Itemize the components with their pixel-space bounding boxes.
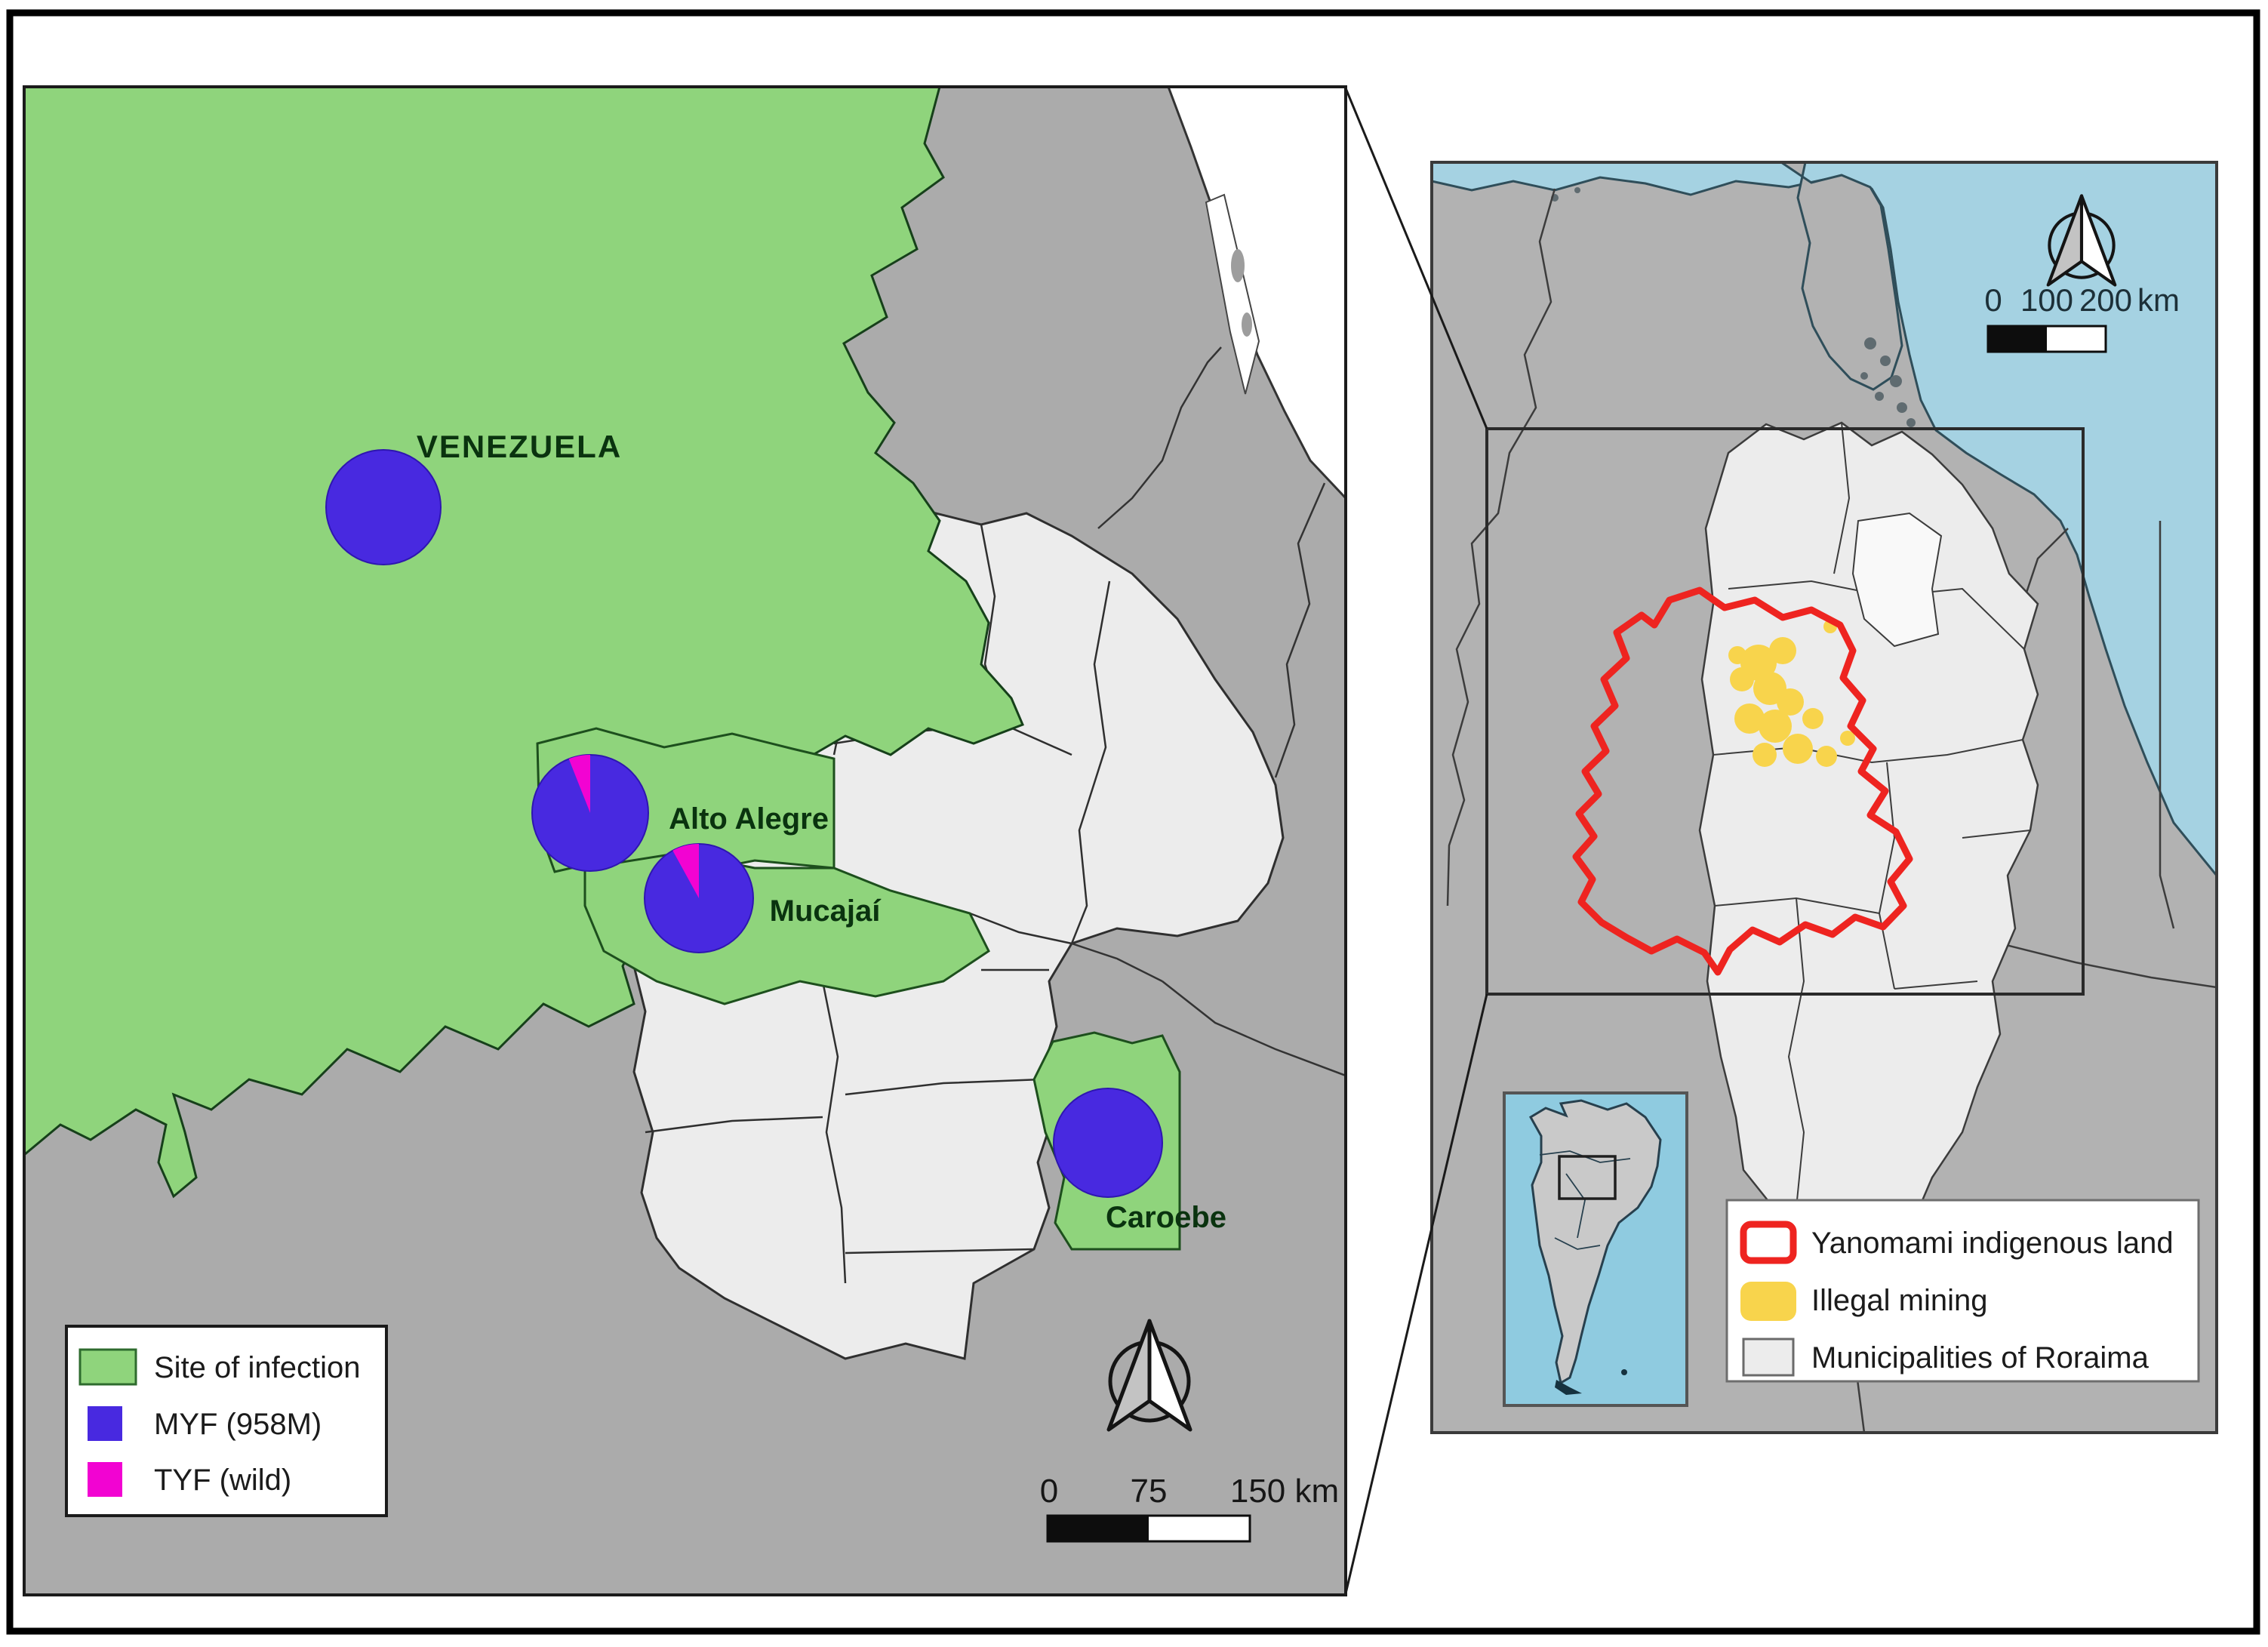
scale-bar-white-segment — [2047, 326, 2106, 352]
illegal-mining-cluster — [1728, 620, 1855, 767]
scale-tick: 100 — [2020, 282, 2073, 318]
yanomami-outline — [1572, 586, 1913, 976]
ocean-area — [1167, 87, 1346, 500]
country-borders — [1071, 346, 1346, 1077]
illegal-mining-swatch — [1740, 1282, 1796, 1321]
scale-bar-outline — [1986, 325, 2107, 353]
inset-island — [1621, 1369, 1627, 1375]
pie-tyf-slice — [672, 844, 699, 898]
illegal-mining-label: Illegal mining — [1811, 1284, 1987, 1317]
left-legend: Site of infection MYF (958M) TYF (wild) — [65, 1325, 388, 1517]
label-mucajai: Mucajaí — [770, 894, 882, 928]
delta-peninsula — [1779, 162, 1903, 391]
pie-chart-alto-alegre — [531, 754, 649, 872]
scale-bar-white-segment — [1149, 1516, 1250, 1541]
myf-label: MYF (958M) — [154, 1408, 322, 1441]
pie-chart-mucajai — [644, 843, 754, 953]
label-alto-alegre: Alto Alegre — [669, 802, 829, 836]
yanomami-label: Yanomami indigenous land — [1811, 1227, 2174, 1260]
yanomami-swatch — [1740, 1221, 1797, 1264]
right-map-panel: 0 100 200 km Yanomami indigenous — [1432, 162, 2217, 1433]
scale-tick: 0 — [1984, 282, 2002, 318]
river-estuary — [1205, 193, 1260, 395]
pie-myf-slice — [1053, 1088, 1163, 1198]
island — [1242, 312, 1252, 337]
south-america-inset — [1503, 1091, 1688, 1407]
tierra-del-fuego — [1555, 1380, 1582, 1395]
scale-tick: 200 — [2079, 282, 2132, 318]
scale-bar-black-segment — [1988, 326, 2047, 352]
left-scale-bar: 0 75 150 km — [1040, 1473, 1339, 1543]
right-legend: Yanomami indigenous land Illegal mining … — [1725, 1199, 2200, 1383]
scale-bar-outline — [1046, 1514, 1251, 1543]
tyf-label: TYF (wild) — [154, 1464, 291, 1497]
pie-chart-venezuela — [325, 449, 442, 565]
pie-tyf-slice — [568, 755, 590, 813]
tyf-swatch — [88, 1462, 122, 1497]
boa-vista-municipality — [1851, 512, 1943, 648]
inset-extent-rectangle — [1558, 1155, 1617, 1200]
south-america-continent — [1528, 1099, 1662, 1385]
scale-tick: 0 — [1040, 1473, 1058, 1510]
label-caroebe: Caroebe — [1106, 1201, 1226, 1234]
scale-unit: km — [2137, 282, 2180, 318]
right-scale-bar: 0 100 200 km — [1984, 282, 2180, 353]
scale-tick: 150 km — [1230, 1473, 1339, 1510]
right-map-frame — [1430, 161, 2218, 1434]
island — [1231, 249, 1245, 282]
connector-line-bottom — [1344, 993, 1488, 1594]
scale-bar-black-segment — [1048, 1516, 1149, 1541]
site-of-infection-label: Site of infection — [154, 1351, 361, 1384]
pie-myf-slice — [325, 449, 442, 565]
extent-rectangle — [1485, 427, 2085, 996]
left-map-frame — [23, 85, 1347, 1596]
scale-tick: 75 — [1131, 1473, 1168, 1510]
connector-line-top — [1344, 88, 1488, 429]
pie-chart-caroebe — [1053, 1088, 1163, 1198]
municipalities-swatch — [1742, 1338, 1795, 1377]
municipalities-label: Municipalities of Roraima — [1811, 1341, 2150, 1375]
myf-swatch — [88, 1406, 122, 1441]
site-of-infection-swatch — [78, 1348, 137, 1386]
left-map-panel: VENEZUELA Alto Alegre Mucajaí Caroebe Si… — [24, 87, 1346, 1595]
right-legend-box — [1725, 1199, 2200, 1383]
label-venezuela: VENEZUELA — [417, 429, 622, 464]
